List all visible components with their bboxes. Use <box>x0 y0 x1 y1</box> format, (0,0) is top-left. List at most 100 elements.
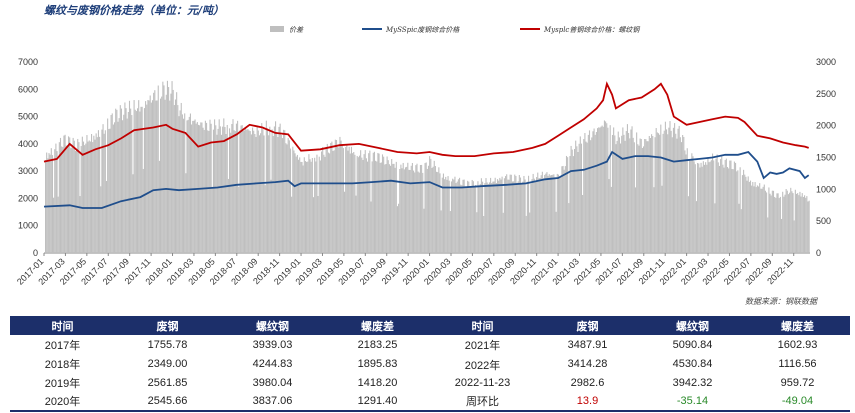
spread-bar <box>371 161 373 253</box>
spread-bar <box>46 152 48 253</box>
spread-bar <box>740 209 742 253</box>
spread-bar <box>709 161 711 253</box>
spread-bar <box>192 120 194 253</box>
spread-bar <box>700 162 702 253</box>
spread-bar <box>283 129 285 253</box>
spread-bar <box>805 197 807 253</box>
spread-bar <box>357 157 359 253</box>
header-time-left: 时间 <box>10 316 115 335</box>
spread-bar <box>253 130 255 253</box>
table-cell: 2022年 <box>464 360 501 372</box>
y-axis-right: 0 500 1000 1500 2000 2500 3000 <box>816 57 836 258</box>
spread-bar <box>661 185 663 253</box>
spread-bar <box>257 130 259 253</box>
y-left-tick-label: 3000 <box>18 166 38 176</box>
legend-label: 价差 <box>289 26 304 34</box>
spread-bar <box>601 125 603 253</box>
spread-bar <box>806 196 808 253</box>
spread-bar <box>662 133 664 253</box>
spread-bar <box>368 153 370 253</box>
spread-bar <box>748 181 750 253</box>
spread-bar <box>284 130 286 253</box>
table-cell: 2982.6 <box>570 376 605 389</box>
spread-bar <box>502 212 504 253</box>
spread-bar <box>58 142 60 253</box>
spread-bar <box>485 178 487 253</box>
spread-bar <box>263 135 265 253</box>
spread-bar <box>130 108 132 253</box>
spread-bar <box>571 149 573 253</box>
spread-bar <box>536 177 538 253</box>
spread-bar <box>521 184 523 253</box>
spread-bar <box>196 122 198 253</box>
spread-bar <box>280 135 282 253</box>
spread-bar <box>316 154 318 253</box>
table-cell: 4530.84 <box>672 357 713 370</box>
spread-bar <box>275 121 277 253</box>
y-left-tick-label: 6000 <box>18 84 38 94</box>
spread-bar <box>744 174 746 253</box>
spread-bar <box>112 124 114 254</box>
table-cell: 2561.85 <box>147 376 188 389</box>
spread-bar <box>174 99 177 253</box>
spread-bar <box>682 135 684 253</box>
spread-bar <box>505 176 507 253</box>
spread-bar <box>660 124 662 253</box>
spread-bar <box>278 126 280 253</box>
spread-bar <box>728 168 730 253</box>
spread-bar <box>508 179 510 253</box>
spread-bar <box>487 184 489 253</box>
spread-bar <box>160 98 162 253</box>
spread-bar <box>338 147 340 253</box>
spread-bar <box>656 132 658 253</box>
spread-bar <box>142 168 144 253</box>
chart-legend: 价差 MySSpic废钢综合价格 Mysplc普钢综合价格：螺纹钢 <box>270 26 640 34</box>
spread-bar <box>442 173 444 253</box>
spread-bar <box>717 162 719 253</box>
spread-bar <box>248 130 250 253</box>
spread-bar <box>291 196 293 253</box>
spread-bar <box>636 132 638 253</box>
spread-bar <box>564 166 566 253</box>
spread-bar <box>50 148 52 253</box>
spread-bar <box>686 148 688 253</box>
spread-bar <box>207 130 209 253</box>
spread-bar <box>463 179 465 253</box>
spread-bar <box>606 123 608 253</box>
spread-bar <box>615 144 617 253</box>
spread-bar <box>337 147 339 253</box>
spread-bar <box>477 181 479 253</box>
spread-bar <box>262 129 264 253</box>
table-cell: -35.14 <box>640 392 745 412</box>
spread-bar <box>317 195 319 253</box>
spread-bar <box>677 128 679 253</box>
spread-bar <box>203 129 205 253</box>
spread-bar <box>161 96 163 253</box>
spread-bar <box>649 138 651 253</box>
spread-bar <box>551 175 553 253</box>
spread-bar <box>783 196 785 253</box>
spread-bar <box>352 153 354 253</box>
spread-bar <box>774 196 776 253</box>
spread-bar <box>270 179 272 253</box>
spread-bar <box>310 161 312 253</box>
spread-bar <box>209 119 211 253</box>
spread-bar <box>295 156 297 253</box>
spread-bar <box>613 127 615 253</box>
spread-bar <box>307 161 309 253</box>
spread-bar <box>560 176 562 253</box>
spread-bar <box>768 187 770 253</box>
spread-bar <box>787 194 789 253</box>
spread-bar <box>707 157 709 253</box>
spread-bar <box>584 133 586 253</box>
spread-bar <box>685 154 687 253</box>
spread-bar <box>553 174 555 253</box>
spread-bar <box>777 193 779 253</box>
spread-bar <box>436 171 438 253</box>
spread-bar <box>769 193 771 253</box>
spread-bar <box>603 120 605 254</box>
spread-bar <box>433 160 435 253</box>
spread-bar <box>56 151 58 253</box>
spread-bar <box>626 124 628 253</box>
spread-bar <box>385 163 387 253</box>
